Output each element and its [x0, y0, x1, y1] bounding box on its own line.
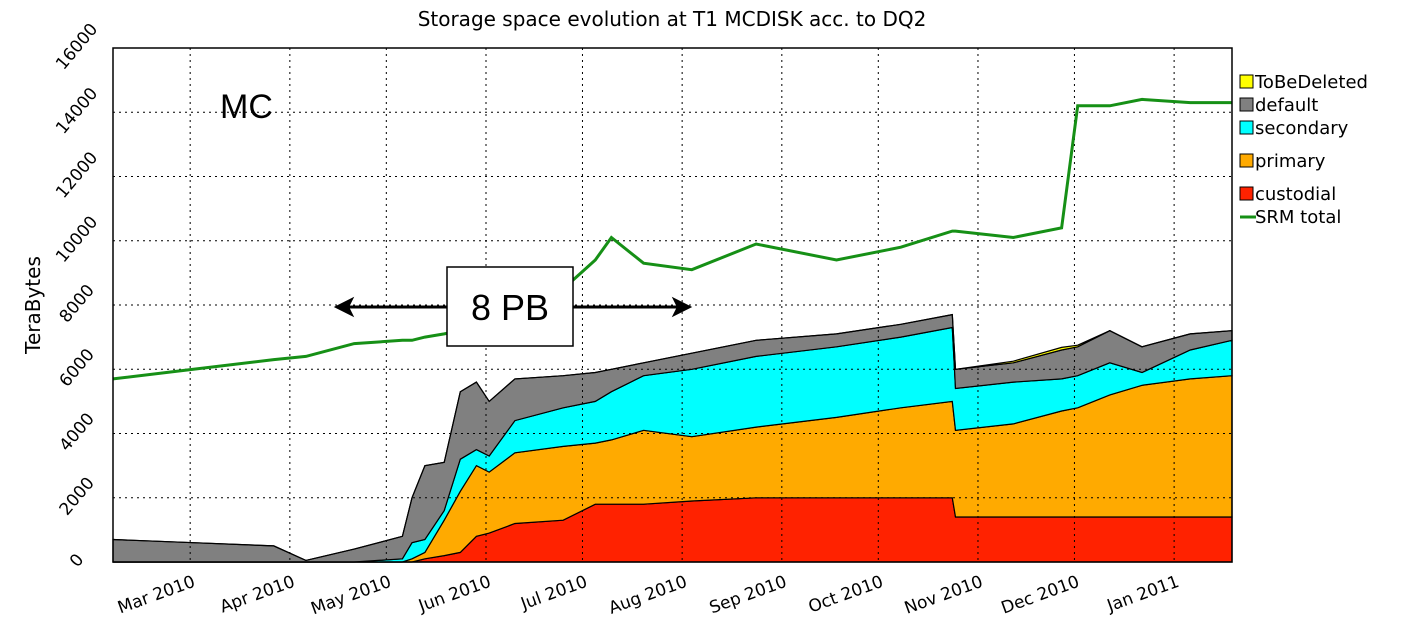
annotation-8pb: 8 PB [471, 287, 549, 328]
x-tick-label: Sep 2010 [707, 572, 790, 618]
legend-label: default [1255, 95, 1318, 116]
chart-title: Storage space evolution at T1 MCDISK acc… [418, 7, 927, 31]
y-tick-label: 14000 [52, 84, 102, 138]
x-tick-label: Nov 2010 [902, 572, 986, 619]
y-tick-label: 16000 [52, 20, 102, 74]
y-tick-label: 12000 [52, 148, 102, 202]
x-tick-label: May 2010 [308, 572, 394, 619]
legend-label: primary [1255, 151, 1326, 172]
annotation-box [446, 266, 574, 347]
x-tick-label: Aug 2010 [606, 572, 690, 619]
legend-label: custodial [1255, 184, 1336, 205]
legend-swatch [1239, 74, 1254, 89]
y-axis-label: TeraBytes [21, 256, 45, 355]
y-tick-label: 0 [66, 550, 88, 571]
plot-frame [112, 47, 1233, 563]
y-tick-label: 6000 [56, 345, 99, 391]
y-tick-label: 2000 [56, 474, 99, 520]
legend-swatch [1239, 153, 1254, 168]
y-tick-label: 10000 [52, 212, 102, 266]
legend-label: secondary [1255, 118, 1349, 139]
x-tick-label: Dec 2010 [999, 572, 1082, 619]
line-5 [112, 97, 1232, 381]
legend-label: ToBeDeleted [1254, 72, 1368, 93]
legend-label: SRM total [1255, 207, 1341, 228]
x-tick-label: Oct 2010 [806, 572, 886, 617]
legend-swatch [1239, 120, 1254, 135]
legend-swatch [1239, 97, 1254, 112]
x-tick-label: Jul 2010 [517, 572, 590, 615]
x-tick-label: Jan 2011 [1104, 572, 1182, 617]
y-tick-label: 8000 [56, 281, 99, 327]
y-tick-label: 4000 [56, 409, 99, 455]
annotation-mc: MC [220, 88, 273, 126]
arrow-head [333, 296, 355, 318]
x-tick-label: Mar 2010 [115, 572, 198, 618]
x-tick-label: Jun 2010 [415, 572, 493, 617]
x-tick-label: Apr 2010 [217, 572, 297, 617]
arrow-head [671, 296, 693, 318]
legend-swatch [1239, 186, 1254, 201]
